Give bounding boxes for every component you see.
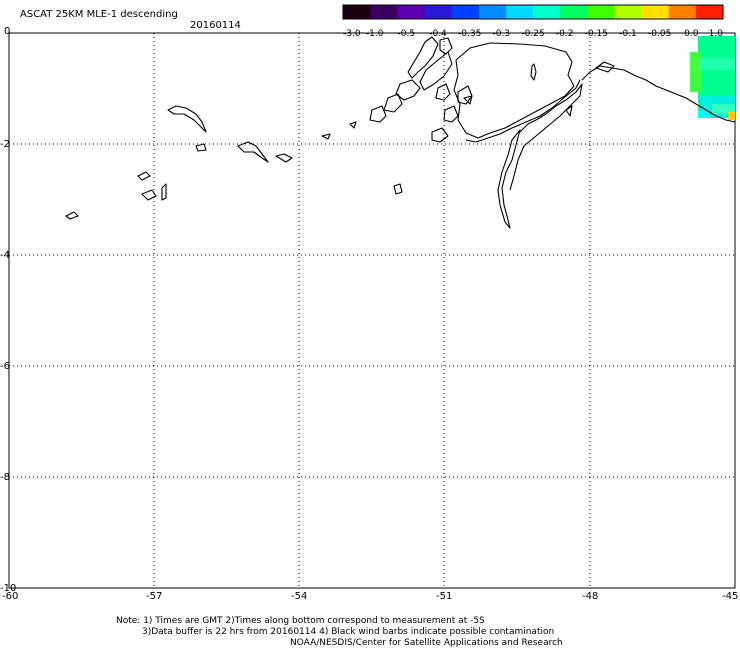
colorbar-label: -0.2: [556, 29, 574, 39]
y-tick-label: 0: [4, 26, 11, 37]
colorbar-segment: [614, 5, 643, 19]
footer-line-1: Note: 1) Times are GMT 2)Times along bot…: [116, 616, 485, 626]
map-frame: [8, 32, 736, 589]
colorbar-segment: [451, 5, 480, 19]
colorbar-segment: [587, 5, 615, 19]
footer-line-3: NOAA/NESDIS/Center for Satellite Applica…: [290, 638, 563, 648]
colorbar-label: -0.4: [429, 29, 447, 39]
x-tick-label: -51: [436, 591, 453, 602]
colorbar-segment: [505, 5, 534, 19]
colorbar-label: -3.0: [343, 29, 361, 39]
colorbar-segment: [641, 5, 670, 19]
colorbar: [343, 5, 724, 19]
y-tick-label: -8: [0, 472, 10, 483]
coastline: [65, 36, 736, 229]
x-tick-label: -57: [146, 591, 163, 602]
y-tick-label: -2: [0, 139, 10, 150]
colorbar-label: -0.35: [458, 29, 481, 39]
colorbar-label: -0.3: [493, 29, 511, 39]
colorbar-segment: [668, 5, 697, 19]
colorbar-frame: [342, 4, 724, 20]
colorbar-segment: [560, 5, 588, 19]
colorbar-label: -0.05: [648, 29, 671, 39]
colorbar-label: -0.1: [619, 29, 637, 39]
colorbar-segment: [424, 5, 453, 19]
colorbar-label: -0.5: [398, 29, 416, 39]
colorbar-label: -1.0: [366, 29, 384, 39]
colorbar-segment: [695, 5, 724, 19]
colorbar-label: 1.0: [709, 29, 724, 39]
footer-line-2: 3)Data buffer is 22 hrs from 20160114 4)…: [142, 627, 555, 637]
y-tick-label: -6: [0, 361, 10, 372]
colorbar-label: 0.0: [684, 29, 699, 39]
map-grid: [9, 33, 735, 588]
x-tick-label: -60: [2, 591, 19, 602]
wind-data-swath: [690, 36, 735, 120]
colorbar-labels: -3.0 -1.0 -0.5 -0.4 -0.35 -0.3 -0.25 -0.2 -0.15 -…: [343, 29, 723, 39]
colorbar-segment: [343, 5, 371, 19]
colorbar-label: -0.25: [521, 29, 544, 39]
colorbar-segment: [533, 5, 561, 19]
footer-note: Note: 1) Times are GMT 2)Times along bot…: [116, 616, 563, 649]
y-tick-label: -4: [0, 250, 10, 261]
colorbar-label: -0.15: [585, 29, 608, 39]
colorbar-segment: [478, 5, 507, 19]
map-date: 20160114: [190, 20, 241, 31]
colorbar-segment: [397, 5, 425, 19]
x-tick-label: -48: [582, 591, 599, 602]
x-tick-label: -54: [291, 591, 308, 602]
y-tick-label: -10: [0, 583, 17, 594]
x-tick-label: -45: [722, 591, 739, 602]
map-title: ASCAT 25KM MLE-1 descending: [20, 9, 178, 20]
colorbar-segment: [370, 5, 398, 19]
